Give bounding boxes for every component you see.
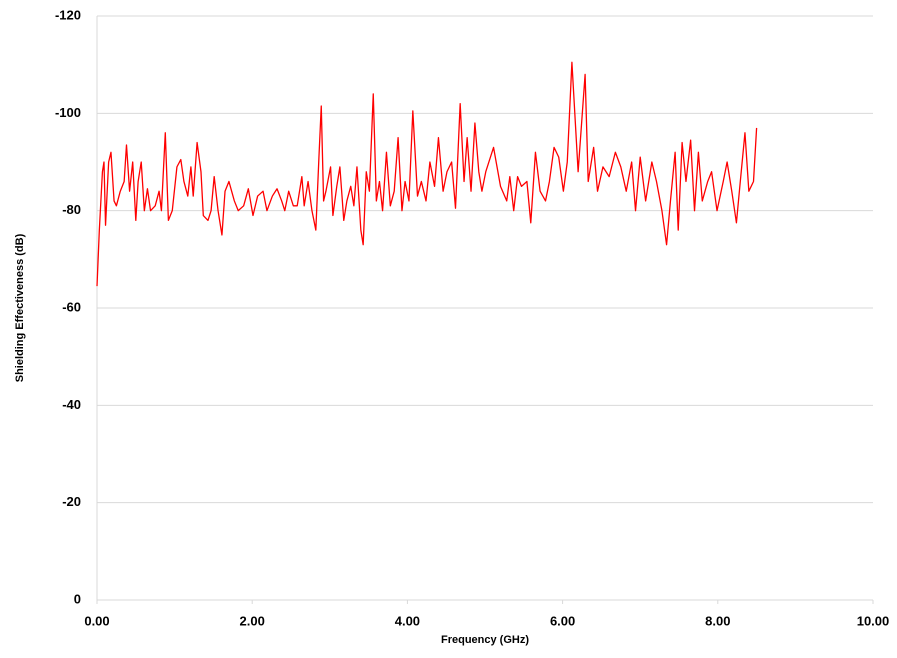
x-tick-label: 4.00 [395, 613, 420, 628]
x-tick-label: 0.00 [84, 613, 109, 628]
y-axis-label: Shielding Effectiveness (dB) [14, 233, 26, 382]
y-tick-label: -20 [62, 494, 81, 509]
x-tick-label: 8.00 [705, 613, 730, 628]
y-tick-label: -120 [55, 7, 81, 22]
x-tick-label: 2.00 [240, 613, 265, 628]
data-line [96, 61, 758, 287]
y-tick-label: -60 [62, 299, 81, 314]
x-tick-label: 10.00 [857, 613, 890, 628]
x-axis-label: Frequency (GHz) [441, 634, 529, 646]
y-tick-label: 0 [74, 591, 81, 606]
y-tick-label: -40 [62, 397, 81, 412]
y-tick-label: -80 [62, 202, 81, 217]
x-tick-label: 6.00 [550, 613, 575, 628]
y-tick-label: -100 [55, 105, 81, 120]
